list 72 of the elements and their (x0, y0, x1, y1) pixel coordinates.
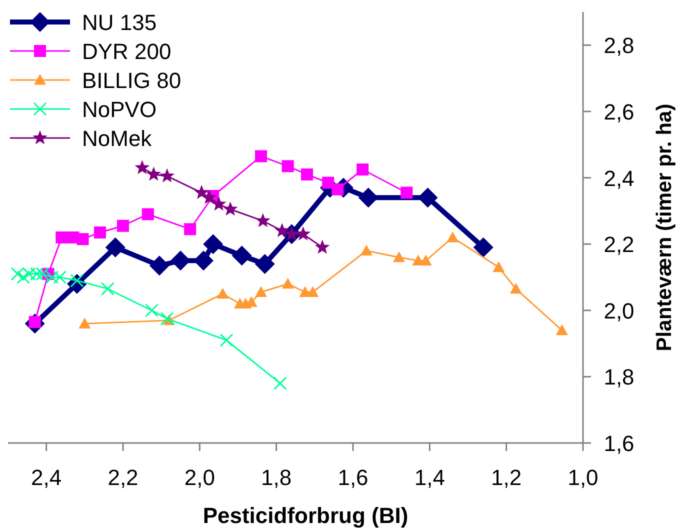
x-tick-label: 1,8 (261, 465, 292, 490)
point (134, 160, 150, 174)
x-tick-label: 1,6 (338, 465, 368, 490)
point (360, 244, 372, 256)
point (314, 240, 330, 254)
point (45, 270, 59, 284)
point (393, 251, 405, 262)
y-tick-label: 2,6 (604, 99, 634, 124)
legend-label: NoMek (82, 126, 153, 151)
point (105, 237, 126, 258)
point (194, 184, 209, 199)
point (222, 201, 238, 216)
point (170, 250, 190, 271)
y-axis-title: Planteværn (timer pr. ha) (653, 104, 676, 352)
point (194, 250, 214, 271)
point (556, 324, 568, 336)
point (274, 223, 290, 238)
point (30, 267, 44, 281)
point (256, 213, 270, 228)
point (117, 220, 129, 232)
legend-label: NU 135 (82, 10, 157, 35)
point (254, 254, 275, 274)
x-tick-label: 1,4 (414, 465, 445, 490)
point (356, 163, 369, 176)
point (510, 282, 522, 294)
point (142, 208, 154, 220)
point (255, 286, 267, 297)
x-tick-label: 2,2 (108, 465, 138, 490)
point (149, 256, 170, 276)
point (301, 168, 313, 180)
point (100, 282, 114, 296)
point (322, 176, 334, 189)
point (203, 234, 224, 254)
y-tick-label: 1,6 (604, 431, 634, 456)
point (492, 261, 505, 272)
point (400, 186, 413, 199)
y-tick-label: 2,0 (604, 298, 634, 324)
point (473, 237, 494, 258)
x-tick-label: 2,4 (31, 465, 62, 490)
point (216, 288, 229, 299)
x-tick-label: 1,0 (568, 465, 598, 490)
point (282, 160, 294, 172)
x-axis-title: Pesticidforbrug (BI) (202, 503, 408, 528)
y-tick-label: 2,8 (604, 33, 634, 58)
point (255, 150, 267, 162)
x-tick-label: 2,0 (184, 465, 215, 490)
point (282, 278, 294, 289)
point (78, 318, 91, 328)
point (220, 333, 234, 347)
point (232, 246, 252, 266)
point (56, 231, 68, 244)
point (358, 188, 378, 208)
legend-label: NoPVO (82, 97, 157, 122)
point (211, 196, 226, 211)
point (273, 376, 287, 390)
legend-label: DYR 200 (82, 39, 172, 64)
point (146, 166, 162, 181)
x-tick-label: 1,2 (491, 465, 522, 490)
point (332, 183, 344, 196)
y-tick-label: 2,2 (604, 232, 634, 258)
legend-label: BILLIG 80 (82, 68, 182, 93)
point (160, 312, 174, 326)
point (160, 168, 174, 182)
point (53, 270, 66, 284)
point (296, 226, 311, 240)
y-tick-label: 1,8 (604, 364, 634, 390)
y-tick-label: 2,4 (604, 166, 634, 191)
point (184, 223, 196, 236)
point (446, 231, 459, 242)
point (145, 304, 158, 318)
point (94, 226, 106, 238)
point (76, 233, 89, 246)
